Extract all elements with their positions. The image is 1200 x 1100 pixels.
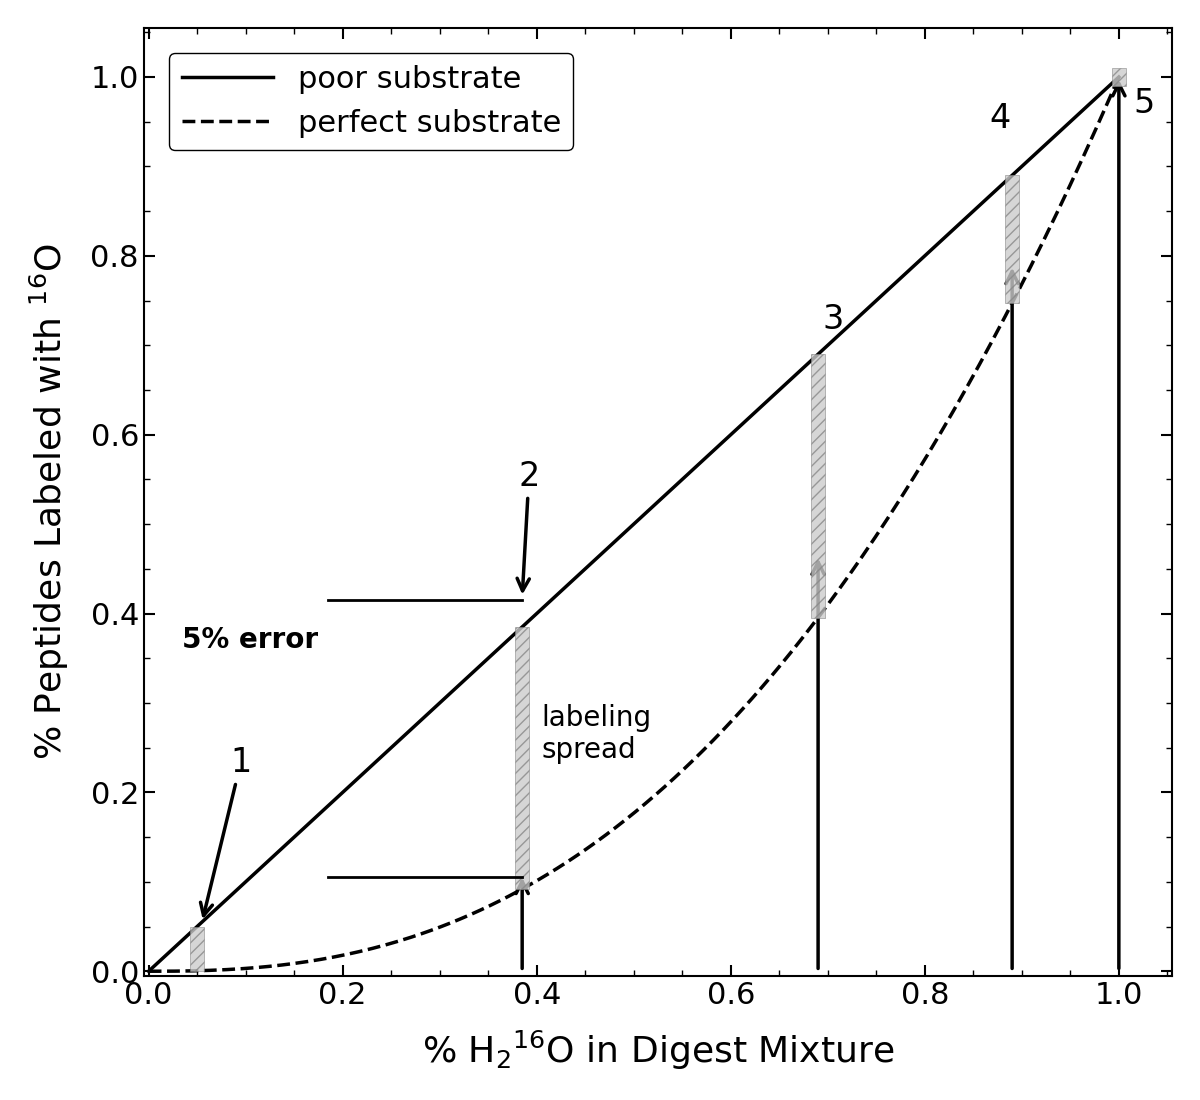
perfect substrate: [142, 965, 156, 978]
perfect substrate: [715, 724, 730, 737]
Text: 2: 2: [517, 460, 540, 591]
Text: 3: 3: [822, 304, 844, 337]
perfect substrate: [1021, 265, 1036, 278]
Text: 5% error: 5% error: [182, 626, 318, 654]
Bar: [1004, 175, 1020, 302]
Text: 1: 1: [200, 746, 252, 915]
Bar: [1111, 68, 1126, 86]
perfect substrate: [959, 382, 973, 395]
Bar: [811, 354, 826, 617]
Y-axis label: % Peptides Labeled with $^{16}$O: % Peptides Labeled with $^{16}$O: [28, 243, 71, 760]
perfect substrate: [145, 965, 160, 978]
Legend: poor substrate, perfect substrate: poor substrate, perfect substrate: [169, 53, 574, 151]
perfect substrate: [736, 703, 750, 716]
X-axis label: % H$_2$$^{16}$O in Digest Mixture: % H$_2$$^{16}$O in Digest Mixture: [421, 1028, 894, 1072]
Line: perfect substrate: perfect substrate: [149, 77, 1118, 971]
Bar: [190, 926, 204, 970]
Text: 4: 4: [990, 102, 1012, 135]
Bar: [515, 627, 529, 889]
Text: 5: 5: [1134, 87, 1154, 120]
perfect substrate: [1111, 70, 1126, 84]
perfect substrate: [719, 720, 733, 734]
Text: labeling
spread: labeling spread: [541, 704, 652, 764]
